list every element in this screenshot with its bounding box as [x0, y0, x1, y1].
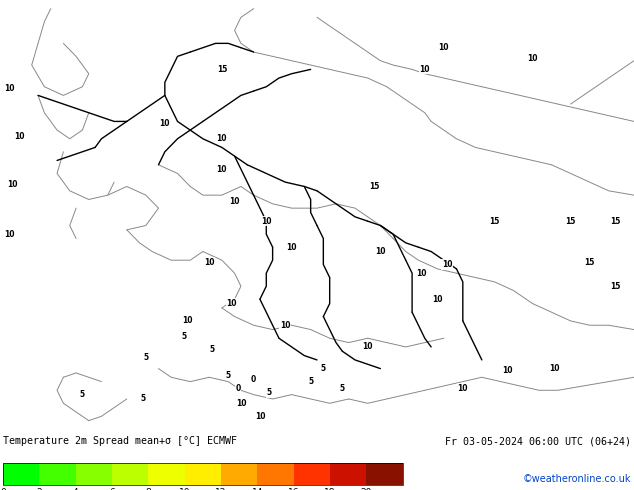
Text: 10: 10	[4, 230, 15, 239]
Text: 5: 5	[181, 332, 186, 341]
Bar	[184, 463, 221, 486]
Text: 10: 10	[236, 399, 246, 408]
Text: 15: 15	[610, 217, 620, 226]
Bar	[366, 463, 403, 486]
Text: 16: 16	[288, 488, 299, 490]
Bar	[3, 463, 39, 486]
Text: 15: 15	[489, 217, 500, 226]
Text: 4: 4	[73, 488, 79, 490]
Text: 10: 10	[502, 366, 512, 375]
Text: 5: 5	[308, 377, 313, 386]
Text: 10: 10	[439, 43, 449, 52]
Text: 5: 5	[80, 390, 85, 399]
Text: 8: 8	[146, 488, 152, 490]
Text: Fr 03-05-2024 06:00 UTC (06+24): Fr 03-05-2024 06:00 UTC (06+24)	[445, 437, 631, 446]
Text: 10: 10	[287, 243, 297, 252]
Bar	[76, 463, 112, 486]
Bar	[112, 463, 148, 486]
Text: 18: 18	[324, 488, 336, 490]
Text: 5: 5	[226, 370, 231, 380]
Text: 5: 5	[340, 384, 345, 392]
Text: 10: 10	[217, 134, 227, 143]
Text: 10: 10	[230, 197, 240, 206]
Text: 10: 10	[261, 217, 271, 226]
Text: 6: 6	[109, 488, 115, 490]
Text: 5: 5	[210, 344, 215, 354]
Text: 10: 10	[182, 317, 192, 325]
Text: 15: 15	[585, 258, 595, 267]
Text: 10: 10	[375, 247, 385, 256]
Bar	[294, 463, 330, 486]
Text: 10: 10	[442, 260, 452, 269]
Text: 10: 10	[417, 269, 427, 278]
Bar	[257, 463, 294, 486]
Text: 15: 15	[369, 182, 379, 191]
Text: 10: 10	[217, 165, 227, 173]
Text: 12: 12	[216, 488, 227, 490]
Text: 10: 10	[280, 321, 290, 330]
Text: 10: 10	[527, 54, 538, 63]
Text: 0: 0	[0, 488, 6, 490]
Text: 10: 10	[14, 132, 24, 141]
Text: 10: 10	[550, 364, 560, 373]
Bar	[330, 463, 366, 486]
Bar	[3, 463, 403, 486]
Text: 10: 10	[160, 119, 170, 128]
Text: 14: 14	[252, 488, 263, 490]
Text: 10: 10	[226, 299, 236, 308]
Text: 10: 10	[432, 294, 443, 304]
Bar	[39, 463, 76, 486]
Text: 5: 5	[267, 388, 272, 397]
Text: 10: 10	[8, 180, 18, 189]
Text: 10: 10	[363, 343, 373, 351]
Text: ©weatheronline.co.uk: ©weatheronline.co.uk	[522, 474, 631, 484]
Text: 5: 5	[140, 394, 145, 403]
Text: 0: 0	[251, 375, 256, 384]
Text: 15: 15	[566, 217, 576, 226]
Text: 5: 5	[143, 353, 148, 362]
Text: 0: 0	[235, 384, 240, 392]
Text: Temperature 2m Spread mean+σ [°C] ECMWF: Temperature 2m Spread mean+σ [°C] ECMWF	[3, 437, 237, 446]
Bar	[148, 463, 184, 486]
Text: 10: 10	[420, 65, 430, 74]
Text: 15: 15	[217, 65, 227, 74]
Text: 10: 10	[458, 384, 468, 392]
Text: 10: 10	[255, 412, 265, 421]
Text: 20: 20	[361, 488, 372, 490]
Text: 2: 2	[37, 488, 42, 490]
Text: 10: 10	[204, 258, 214, 267]
Text: 10: 10	[4, 84, 15, 94]
Text: 15: 15	[610, 282, 620, 291]
Text: 10: 10	[179, 488, 190, 490]
Text: 5: 5	[321, 364, 326, 373]
Bar	[221, 463, 257, 486]
